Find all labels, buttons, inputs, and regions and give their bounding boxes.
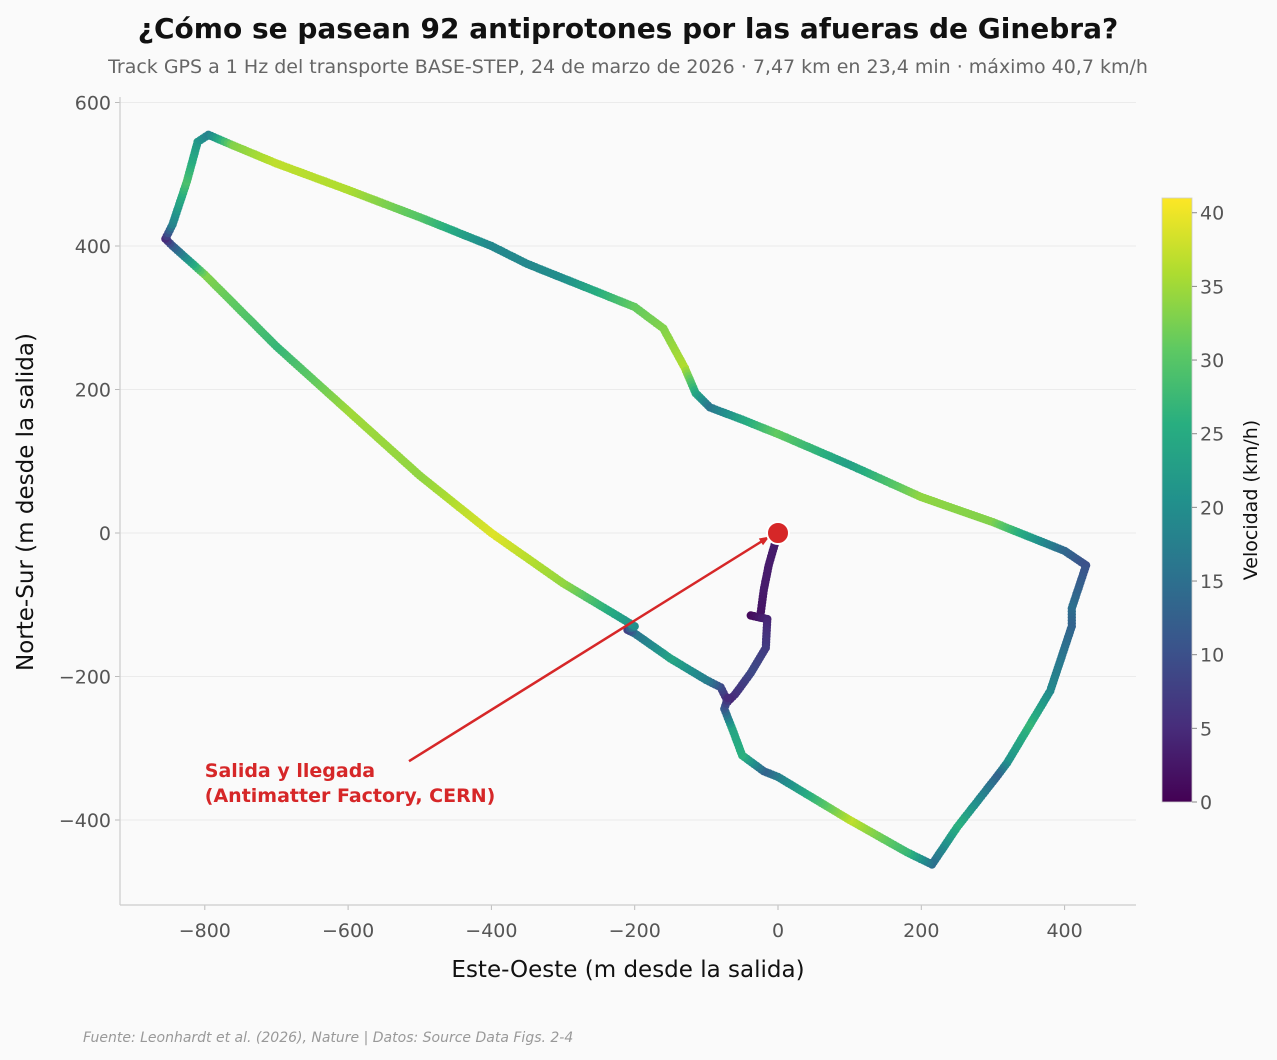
x-tick-label: 0 bbox=[772, 920, 784, 942]
x-tick-label: 400 bbox=[1046, 920, 1082, 942]
y-tick-label: 200 bbox=[75, 380, 111, 402]
annotation: Salida y llegada (Antimatter Factory, CER… bbox=[205, 521, 790, 807]
grid bbox=[120, 102, 1136, 821]
x-tick-label: −600 bbox=[322, 920, 374, 942]
x-tick-label: −800 bbox=[179, 920, 231, 942]
y-tick-label: −200 bbox=[59, 667, 111, 689]
chart-title: ¿Cómo se pasean 92 antiprotones por las … bbox=[138, 12, 1118, 45]
x-tick-label: −400 bbox=[465, 920, 517, 942]
y-axis-label: Norte-Sur (m desde la salida) bbox=[13, 333, 39, 671]
y-tick-label: −400 bbox=[59, 810, 111, 832]
colorbar-tick-label: 15 bbox=[1200, 571, 1224, 593]
x-axis-label: Este-Oeste (m desde la salida) bbox=[451, 957, 804, 983]
gps-track bbox=[161, 130, 1091, 869]
colorbar-tick-label: 20 bbox=[1200, 497, 1224, 519]
annotation-arrow bbox=[408, 535, 771, 763]
y-tick-label: 600 bbox=[75, 93, 111, 115]
annotation-arrowhead bbox=[758, 536, 770, 546]
colorbar-tick-label: 10 bbox=[1200, 645, 1224, 667]
x-tick-label: 200 bbox=[903, 920, 939, 942]
track-point bbox=[723, 693, 733, 703]
colorbar-tick-label: 25 bbox=[1200, 424, 1224, 446]
source-note: Fuente: Leonhardt et al. (2026), Nature … bbox=[83, 1030, 573, 1046]
annotation-text: Salida y llegada bbox=[205, 760, 375, 782]
colorbar-tick-label: 5 bbox=[1200, 718, 1212, 740]
axes: −400 −200 0 200 400 600 −800 −600 −400 −200 0 200 40… bbox=[59, 93, 1136, 942]
y-tick-label: 0 bbox=[99, 523, 111, 545]
y-tick-label: 400 bbox=[75, 236, 111, 258]
x-tick-label: −200 bbox=[609, 920, 661, 942]
colorbar-tick-label: 30 bbox=[1200, 350, 1224, 372]
colorbar-gradient bbox=[1161, 197, 1193, 803]
chart-subtitle: Track GPS a 1 Hz del transporte BASE-STE… bbox=[107, 56, 1148, 78]
colorbar: 0 5 10 15 20 25 30 35 40 bbox=[1161, 197, 1224, 814]
annotation-text: (Antimatter Factory, CERN) bbox=[205, 785, 496, 807]
start-marker bbox=[766, 521, 790, 545]
colorbar-tick-label: 35 bbox=[1200, 276, 1224, 298]
colorbar-tick-label: 40 bbox=[1200, 203, 1224, 225]
colorbar-tick-label: 0 bbox=[1200, 792, 1212, 814]
colorbar-label: Velocidad (km/h) bbox=[1240, 420, 1262, 580]
